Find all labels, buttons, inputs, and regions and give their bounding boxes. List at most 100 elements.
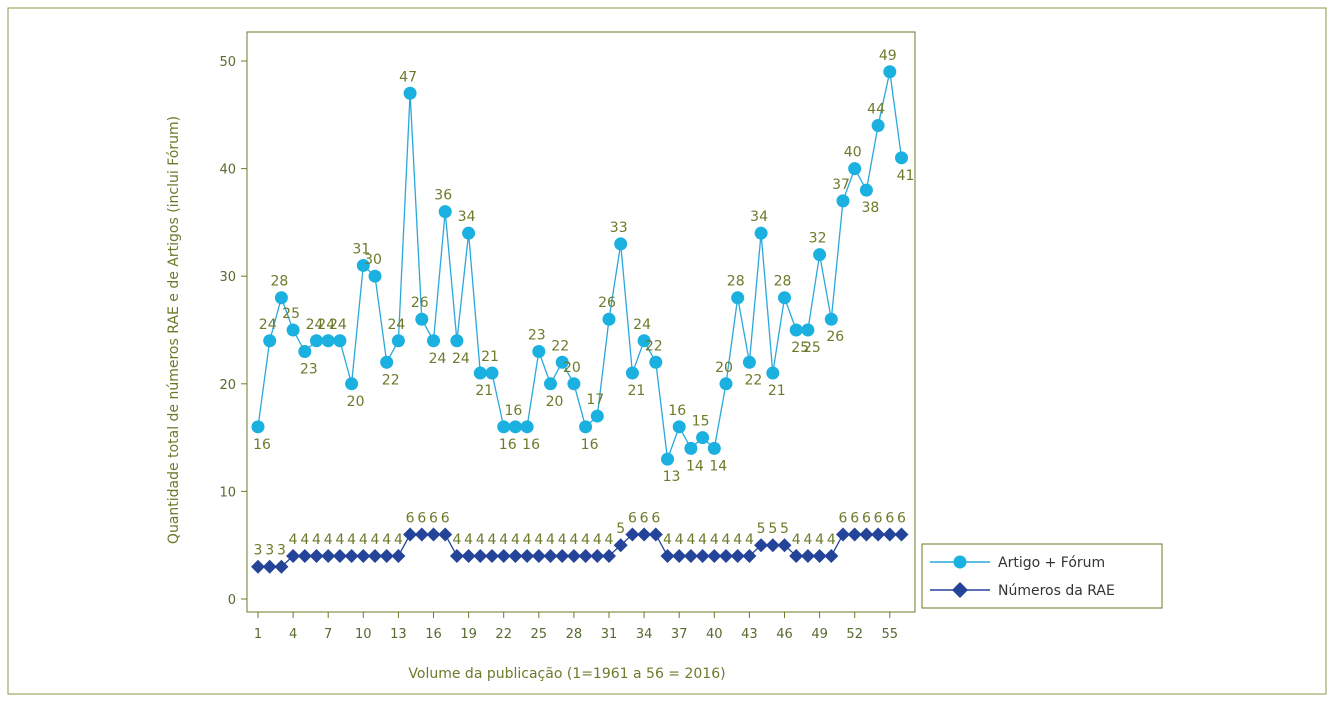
x-tick-label: 52 (846, 627, 863, 642)
label-rae: 4 (733, 532, 742, 548)
label-artigo: 25 (803, 340, 821, 356)
point-rae (391, 548, 406, 563)
point-rae (543, 548, 558, 563)
label-rae: 4 (569, 532, 578, 548)
label-artigo: 23 (300, 362, 318, 378)
point-artigo (438, 205, 452, 219)
label-rae: 4 (815, 532, 824, 548)
series-layer (251, 65, 909, 574)
point-rae (414, 527, 429, 542)
legend-box (921, 543, 1163, 609)
point-artigo (836, 194, 850, 208)
label-artigo: 24 (329, 317, 347, 333)
label-artigo: 26 (826, 329, 844, 345)
label-artigo: 24 (429, 351, 447, 367)
x-tick-label: 40 (706, 627, 723, 642)
label-artigo: 21 (627, 383, 645, 399)
label-rae: 6 (862, 510, 871, 526)
data-labels-layer: 1624282523242424203130222447262436243421… (253, 48, 914, 559)
point-artigo (345, 377, 359, 391)
point-artigo (848, 162, 862, 176)
point-rae (262, 559, 277, 574)
label-artigo: 16 (253, 437, 271, 453)
label-rae: 3 (265, 543, 274, 559)
label-rae: 4 (698, 532, 707, 548)
point-rae (683, 548, 698, 563)
label-rae: 4 (371, 532, 380, 548)
label-rae: 6 (429, 510, 438, 526)
label-artigo: 16 (504, 403, 522, 419)
label-rae: 4 (686, 532, 695, 548)
point-artigo (508, 420, 522, 434)
label-artigo: 41 (897, 168, 915, 184)
point-artigo (251, 420, 265, 434)
point-artigo (333, 334, 347, 348)
label-rae: 5 (768, 521, 777, 537)
label-rae: 5 (757, 521, 766, 537)
point-artigo (661, 452, 674, 466)
point-rae (531, 548, 546, 563)
point-rae (403, 527, 418, 542)
label-artigo: 24 (452, 351, 470, 367)
point-artigo (614, 237, 628, 251)
label-artigo: 20 (563, 360, 581, 376)
label-artigo: 26 (598, 295, 616, 311)
x-tick-label: 25 (531, 627, 548, 642)
point-artigo (286, 323, 300, 337)
point-artigo (274, 291, 288, 305)
y-axis-title: Quantidade total de números RAE e de Art… (166, 116, 182, 544)
point-rae (286, 548, 301, 563)
x-tick-label: 55 (882, 627, 899, 642)
point-rae (309, 548, 324, 563)
point-artigo (684, 441, 698, 455)
label-artigo: 25 (282, 306, 300, 322)
x-tick-label: 1 (254, 627, 262, 642)
point-rae (321, 548, 336, 563)
label-artigo: 13 (663, 469, 681, 485)
x-tick-label: 10 (355, 627, 372, 642)
point-rae (368, 548, 382, 563)
label-rae: 6 (874, 510, 883, 526)
label-rae: 6 (417, 510, 426, 526)
label-artigo: 24 (387, 317, 405, 333)
point-rae (496, 548, 511, 563)
label-rae: 4 (289, 532, 298, 548)
point-artigo (544, 377, 557, 391)
point-rae (485, 548, 499, 563)
label-rae: 5 (780, 521, 789, 537)
point-rae (800, 548, 815, 563)
label-artigo: 44 (867, 102, 885, 118)
point-rae (274, 559, 289, 574)
label-rae: 6 (850, 510, 859, 526)
point-artigo (590, 409, 604, 423)
y-tick-label: 0 (228, 593, 236, 608)
point-artigo (824, 312, 838, 326)
y-tick-label: 10 (219, 485, 236, 500)
point-rae (473, 548, 488, 563)
point-rae (449, 548, 464, 563)
label-artigo: 14 (709, 458, 727, 474)
point-rae (859, 527, 874, 542)
label-rae: 4 (394, 532, 403, 548)
point-rae (789, 548, 804, 563)
label-rae: 6 (628, 510, 637, 526)
x-tick-label: 13 (390, 627, 407, 642)
point-artigo (427, 334, 440, 348)
point-artigo (895, 151, 908, 165)
label-artigo: 21 (475, 383, 493, 399)
y-tick-label: 30 (219, 270, 236, 285)
label-artigo: 34 (458, 209, 476, 225)
point-rae (613, 538, 628, 553)
x-tick-label: 43 (741, 627, 758, 642)
legend-label-artigo: Artigo + Fórum (998, 555, 1105, 571)
label-artigo: 36 (434, 188, 452, 204)
label-artigo: 16 (499, 437, 517, 453)
label-rae: 4 (827, 532, 836, 548)
outer-border (7, 7, 1327, 695)
label-artigo: 21 (481, 349, 499, 365)
x-tick-label: 7 (324, 627, 332, 642)
point-rae (882, 527, 897, 542)
point-rae (637, 527, 652, 542)
label-rae: 4 (499, 532, 508, 548)
label-artigo: 31 (352, 241, 370, 257)
